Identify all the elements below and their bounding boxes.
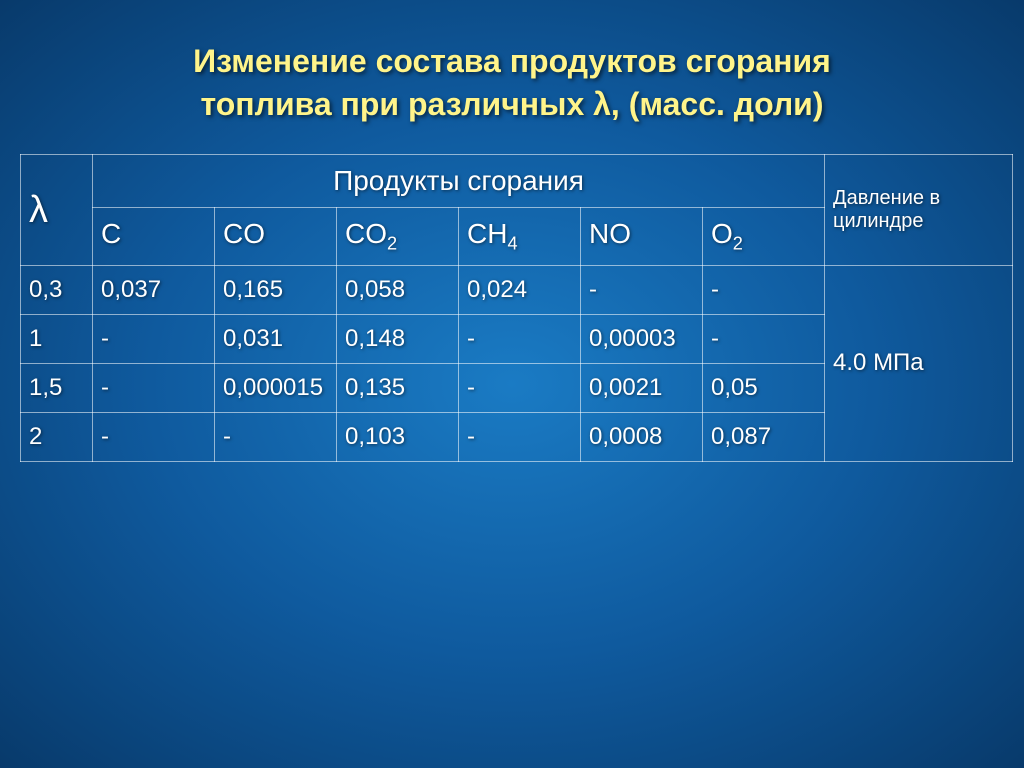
cell-co: 0,000015 bbox=[215, 363, 337, 412]
cell-lambda: 0,3 bbox=[21, 265, 93, 314]
col-co2-main: CO bbox=[345, 218, 387, 249]
col-co2-sub: 2 bbox=[387, 234, 397, 254]
cell-o2: 0,05 bbox=[703, 363, 825, 412]
cell-o2: - bbox=[703, 265, 825, 314]
cell-ch4: - bbox=[459, 314, 581, 363]
cell-no: 0,0021 bbox=[581, 363, 703, 412]
title-line-1: Изменение состава продуктов сгорания bbox=[193, 43, 831, 79]
products-group-header: Продукты сгорания bbox=[93, 155, 825, 208]
combustion-table: λ Продукты сгорания Давление в цилиндре … bbox=[20, 154, 1013, 462]
col-o2-sub: 2 bbox=[733, 234, 743, 254]
cell-co2: 0,058 bbox=[337, 265, 459, 314]
pressure-value: 4.0 МПа bbox=[825, 265, 1013, 461]
col-c-main: C bbox=[101, 218, 121, 249]
col-header-ch4: CH4 bbox=[459, 208, 581, 266]
slide: Изменение состава продуктов сгорания топ… bbox=[0, 0, 1024, 768]
cell-o2: - bbox=[703, 314, 825, 363]
cell-co2: 0,135 bbox=[337, 363, 459, 412]
cell-c: - bbox=[93, 314, 215, 363]
col-ch4-main: CH bbox=[467, 218, 507, 249]
pressure-header: Давление в цилиндре bbox=[825, 155, 1013, 266]
cell-co2: 0,103 bbox=[337, 412, 459, 461]
col-header-no: NO bbox=[581, 208, 703, 266]
lambda-header: λ bbox=[21, 155, 93, 266]
cell-no: 0,0008 bbox=[581, 412, 703, 461]
cell-co: 0,165 bbox=[215, 265, 337, 314]
col-header-o2: O2 bbox=[703, 208, 825, 266]
slide-title: Изменение состава продуктов сгорания топ… bbox=[20, 40, 1004, 126]
cell-co: 0,031 bbox=[215, 314, 337, 363]
cell-ch4: 0,024 bbox=[459, 265, 581, 314]
cell-co: - bbox=[215, 412, 337, 461]
col-o2-main: O bbox=[711, 218, 733, 249]
col-no-main: NO bbox=[589, 218, 631, 249]
table-row: 0,3 0,037 0,165 0,058 0,024 - - 4.0 МПа bbox=[21, 265, 1013, 314]
cell-c: 0,037 bbox=[93, 265, 215, 314]
cell-o2: 0,087 bbox=[703, 412, 825, 461]
cell-no: - bbox=[581, 265, 703, 314]
cell-co2: 0,148 bbox=[337, 314, 459, 363]
title-line-2: топлива при различных λ, (масс. доли) bbox=[200, 86, 823, 122]
cell-lambda: 1 bbox=[21, 314, 93, 363]
table-header-row-1: λ Продукты сгорания Давление в цилиндре bbox=[21, 155, 1013, 208]
col-header-co2: CO2 bbox=[337, 208, 459, 266]
col-ch4-sub: 4 bbox=[507, 234, 517, 254]
cell-no: 0,00003 bbox=[581, 314, 703, 363]
col-header-c: C bbox=[93, 208, 215, 266]
col-co-main: CO bbox=[223, 218, 265, 249]
cell-c: - bbox=[93, 363, 215, 412]
col-header-co: CO bbox=[215, 208, 337, 266]
cell-ch4: - bbox=[459, 412, 581, 461]
cell-lambda: 1,5 bbox=[21, 363, 93, 412]
cell-c: - bbox=[93, 412, 215, 461]
cell-ch4: - bbox=[459, 363, 581, 412]
cell-lambda: 2 bbox=[21, 412, 93, 461]
